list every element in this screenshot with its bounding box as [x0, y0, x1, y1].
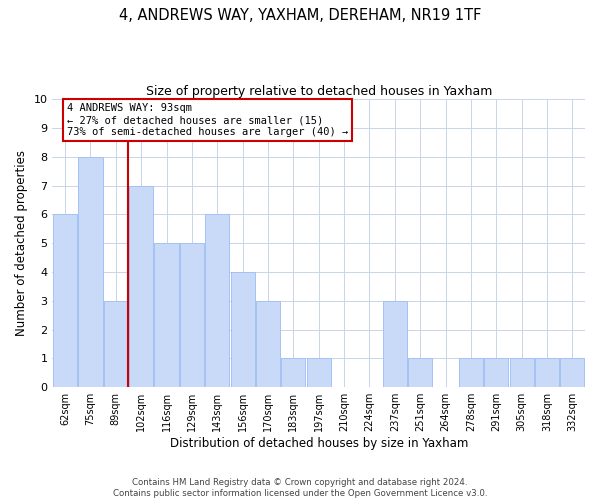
Y-axis label: Number of detached properties: Number of detached properties: [15, 150, 28, 336]
X-axis label: Distribution of detached houses by size in Yaxham: Distribution of detached houses by size …: [170, 437, 468, 450]
Bar: [307, 358, 331, 387]
Bar: [509, 358, 533, 387]
Bar: [256, 301, 280, 387]
Text: 4, ANDREWS WAY, YAXHAM, DEREHAM, NR19 1TF: 4, ANDREWS WAY, YAXHAM, DEREHAM, NR19 1T…: [119, 8, 481, 22]
Bar: [230, 272, 254, 387]
Bar: [408, 358, 432, 387]
Bar: [484, 358, 508, 387]
Bar: [560, 358, 584, 387]
Text: Contains HM Land Registry data © Crown copyright and database right 2024.
Contai: Contains HM Land Registry data © Crown c…: [113, 478, 487, 498]
Title: Size of property relative to detached houses in Yaxham: Size of property relative to detached ho…: [146, 85, 492, 98]
Bar: [129, 186, 153, 387]
Bar: [154, 243, 179, 387]
Text: 4 ANDREWS WAY: 93sqm
← 27% of detached houses are smaller (15)
73% of semi-detac: 4 ANDREWS WAY: 93sqm ← 27% of detached h…: [67, 104, 348, 136]
Bar: [205, 214, 229, 387]
Bar: [459, 358, 483, 387]
Bar: [180, 243, 204, 387]
Bar: [281, 358, 305, 387]
Bar: [535, 358, 559, 387]
Bar: [79, 157, 103, 387]
Bar: [53, 214, 77, 387]
Bar: [104, 301, 128, 387]
Bar: [383, 301, 407, 387]
